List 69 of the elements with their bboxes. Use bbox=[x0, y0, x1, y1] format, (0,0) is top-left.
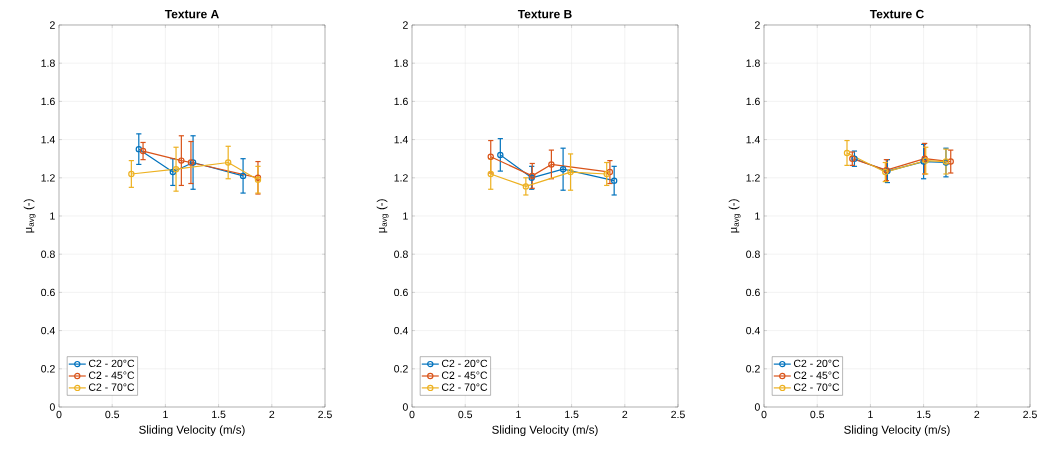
y-tick-label: 0.2 bbox=[394, 365, 408, 373]
chart-title: Texture B bbox=[517, 9, 572, 19]
x-tick-label: 2.5 bbox=[318, 410, 332, 419]
legend-label: C2 - 20°C bbox=[88, 359, 135, 368]
x-tick-label: 2 bbox=[622, 410, 628, 419]
y-tick-label: 0.8 bbox=[41, 250, 55, 258]
y-tick-label: 0.6 bbox=[41, 288, 55, 297]
legend-label: C2 - 70°C bbox=[793, 383, 840, 391]
x-tick-label: 1.5 bbox=[212, 410, 226, 419]
x-tick-label: 0.5 bbox=[105, 410, 120, 419]
y-tick-label: 1.2 bbox=[746, 174, 760, 182]
y-tick-label: 1 bbox=[50, 212, 55, 220]
y-axis-title: μ$_{avg}$ (-) bbox=[728, 199, 741, 233]
y-tick-label: 1 bbox=[403, 212, 408, 220]
x-tick-label: 1 bbox=[163, 410, 168, 418]
y-tick-label: 1 bbox=[755, 212, 760, 220]
y-tick-label: 1.4 bbox=[746, 135, 760, 144]
y-tick-label: 0.4 bbox=[746, 326, 760, 335]
y-tick-label: 1.8 bbox=[41, 59, 55, 67]
y-tick-label: 1.6 bbox=[394, 97, 408, 106]
x-tick-label: 2 bbox=[974, 410, 980, 419]
y-tick-label: 1.8 bbox=[746, 59, 760, 67]
y-tick-label: 2 bbox=[403, 21, 408, 29]
y-tick-label: 1.6 bbox=[746, 97, 760, 106]
y-tick-label: 0.4 bbox=[41, 326, 55, 335]
x-tick-label: 2 bbox=[269, 410, 275, 419]
y-tick-label: 1.8 bbox=[394, 59, 408, 67]
y-tick-label: 1.6 bbox=[41, 97, 55, 106]
legend-label: C2 - 20°C bbox=[441, 359, 488, 368]
x-axis-title: Sliding Velocity (m/s) bbox=[139, 425, 245, 437]
y-tick-label: 0 bbox=[49, 403, 55, 411]
legend-label: C2 - 70°C bbox=[88, 383, 135, 391]
chart-title: Texture A bbox=[164, 9, 219, 19]
legend-label: C2 - 45°C bbox=[793, 371, 840, 379]
x-tick-label: 2.5 bbox=[1023, 410, 1037, 419]
x-tick-label: 0.5 bbox=[810, 410, 825, 419]
x-tick-label: 1 bbox=[516, 410, 521, 418]
y-tick-label: 0.2 bbox=[41, 365, 55, 373]
y-tick-label: 0 bbox=[754, 403, 760, 411]
y-tick-label: 2 bbox=[49, 21, 55, 29]
y-tick-label: 2 bbox=[755, 21, 760, 29]
x-tick-label: 0 bbox=[56, 410, 62, 419]
x-tick-label: 1 bbox=[868, 410, 873, 418]
y-axis-title: μ$_{avg}$ (-) bbox=[23, 199, 36, 233]
legend-label: C2 - 70°C bbox=[441, 383, 488, 391]
y-tick-label: 1.4 bbox=[41, 135, 55, 144]
chart-title: Texture C bbox=[869, 9, 924, 19]
y-tick-label: 1.2 bbox=[41, 174, 55, 182]
x-tick-label: 2.5 bbox=[671, 410, 685, 419]
y-tick-label: 1.4 bbox=[394, 135, 408, 144]
x-tick-label: 0 bbox=[761, 410, 767, 419]
x-tick-label: 0.5 bbox=[458, 410, 473, 419]
y-tick-label: 0.2 bbox=[746, 365, 760, 373]
y-tick-label: 0 bbox=[402, 403, 408, 411]
x-axis-title: Sliding Velocity (m/s) bbox=[492, 425, 598, 437]
x-tick-label: 0 bbox=[409, 410, 415, 419]
legend-label: C2 - 45°C bbox=[88, 371, 135, 379]
y-tick-label: 1.2 bbox=[394, 174, 408, 182]
y-tick-label: 0.6 bbox=[746, 288, 760, 297]
x-tick-label: 1.5 bbox=[917, 410, 931, 419]
legend-label: C2 - 45°C bbox=[441, 371, 488, 379]
y-tick-label: 0.8 bbox=[394, 250, 408, 258]
x-axis-title: Sliding Velocity (m/s) bbox=[844, 425, 950, 437]
y-tick-label: 0.8 bbox=[746, 250, 760, 258]
x-tick-label: 1.5 bbox=[565, 410, 579, 419]
legend-label: C2 - 20°C bbox=[793, 359, 840, 368]
y-tick-label: 0.6 bbox=[394, 288, 408, 297]
y-tick-label: 0.4 bbox=[394, 326, 408, 335]
y-axis-title: μ$_{avg}$ (-) bbox=[376, 199, 389, 233]
